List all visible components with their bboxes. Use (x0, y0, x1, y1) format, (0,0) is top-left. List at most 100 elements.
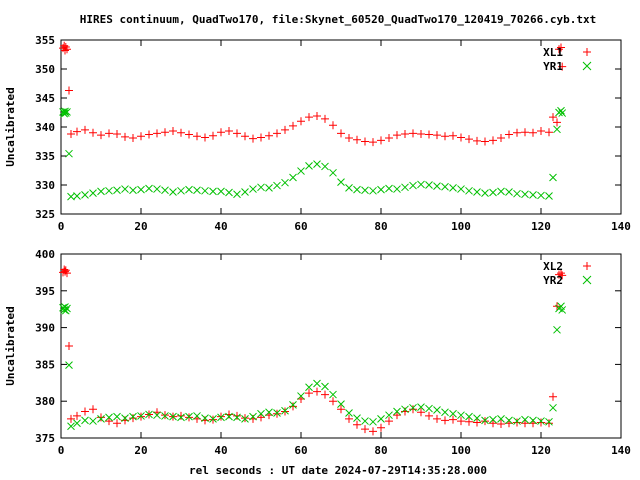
data-point (61, 306, 70, 315)
data-point (473, 188, 481, 196)
data-point (553, 125, 561, 134)
data-point (545, 192, 553, 200)
data-point (281, 407, 289, 416)
data-point (63, 45, 71, 54)
data-point (505, 188, 513, 196)
data-point (558, 109, 567, 117)
data-point (185, 413, 193, 422)
data-point (529, 191, 537, 199)
data-point (549, 392, 557, 401)
data-point (337, 400, 345, 408)
data-point (433, 414, 441, 423)
data-point (153, 411, 161, 420)
data-point (549, 113, 557, 122)
data-point (321, 382, 329, 391)
data-point (369, 186, 377, 195)
data-point (361, 417, 369, 425)
data-point (433, 406, 441, 414)
data-point (385, 417, 393, 426)
data-point (209, 131, 217, 140)
data-point (321, 390, 329, 399)
data-point (161, 412, 169, 420)
data-point (113, 412, 121, 421)
data-point (185, 412, 193, 421)
data-point (145, 410, 153, 419)
data-point (121, 185, 129, 193)
chart-panels: 0 20 40 60 80 100 120 140 325 330 335 340 345 350 355 U… (4, 34, 631, 457)
data-point (321, 114, 329, 123)
data-point (185, 185, 193, 194)
data-point (265, 184, 273, 192)
data-point (73, 192, 81, 200)
data-point (393, 131, 401, 140)
data-point (177, 128, 185, 137)
data-point (449, 409, 457, 418)
data-point (257, 183, 265, 192)
data-point (481, 189, 489, 197)
data-point (305, 113, 313, 122)
data-point (73, 127, 81, 136)
data-point (513, 189, 521, 198)
data-point (217, 128, 225, 137)
data-point (521, 415, 529, 424)
data-point (353, 414, 361, 422)
data-point (329, 390, 337, 399)
data-point (441, 132, 449, 141)
data-point (409, 405, 417, 414)
data-point (81, 125, 89, 134)
y-tick-label: 335 (35, 150, 55, 163)
data-point (137, 185, 145, 194)
data-point (89, 189, 97, 197)
data-point (537, 127, 545, 136)
data-point (417, 129, 425, 138)
data-point (63, 304, 71, 313)
data-point (129, 414, 137, 423)
y-tick-label: 400 (35, 248, 55, 261)
x-tick-label: 140 (611, 220, 631, 233)
data-point (105, 186, 113, 195)
data-point (549, 403, 557, 412)
data-point (545, 128, 553, 137)
data-point (61, 107, 69, 116)
data-point (465, 186, 473, 195)
data-point (177, 413, 185, 422)
data-point (465, 412, 473, 421)
data-point (121, 132, 129, 141)
data-point (481, 417, 489, 426)
data-point (257, 133, 265, 142)
data-point (409, 181, 417, 190)
data-point (497, 134, 505, 143)
x-tick-label: 60 (294, 444, 307, 457)
data-point (361, 425, 369, 434)
data-point (433, 131, 441, 140)
legend-marker-XL1 (583, 48, 591, 56)
data-point (145, 130, 153, 139)
x-tick-label: 80 (374, 220, 387, 233)
data-point (97, 413, 105, 422)
data-point (273, 181, 281, 190)
data-point (305, 162, 313, 170)
data-point (329, 397, 337, 406)
panel-2: 0 20 40 60 80 100 120 140 375 380 385 390 395 400 Unca… (4, 248, 631, 457)
data-point (185, 130, 193, 139)
y-tick-label: 385 (35, 358, 55, 371)
data-point (241, 132, 249, 141)
data-point (393, 411, 401, 420)
data-point (513, 418, 521, 427)
data-point (555, 270, 563, 279)
data-point (249, 412, 257, 421)
x-tick-label: 80 (374, 444, 387, 457)
data-point (425, 130, 433, 139)
x-tick-label: 100 (451, 444, 471, 457)
data-point (65, 342, 73, 350)
data-point (61, 46, 69, 55)
series-XL1 (59, 41, 567, 147)
data-point (409, 129, 417, 138)
data-point (217, 413, 225, 422)
legend-label-XL2: XL2 (543, 260, 563, 273)
data-point (169, 412, 177, 421)
data-point (401, 129, 409, 138)
data-point (193, 132, 201, 141)
data-point (425, 411, 433, 420)
data-point (353, 185, 361, 194)
